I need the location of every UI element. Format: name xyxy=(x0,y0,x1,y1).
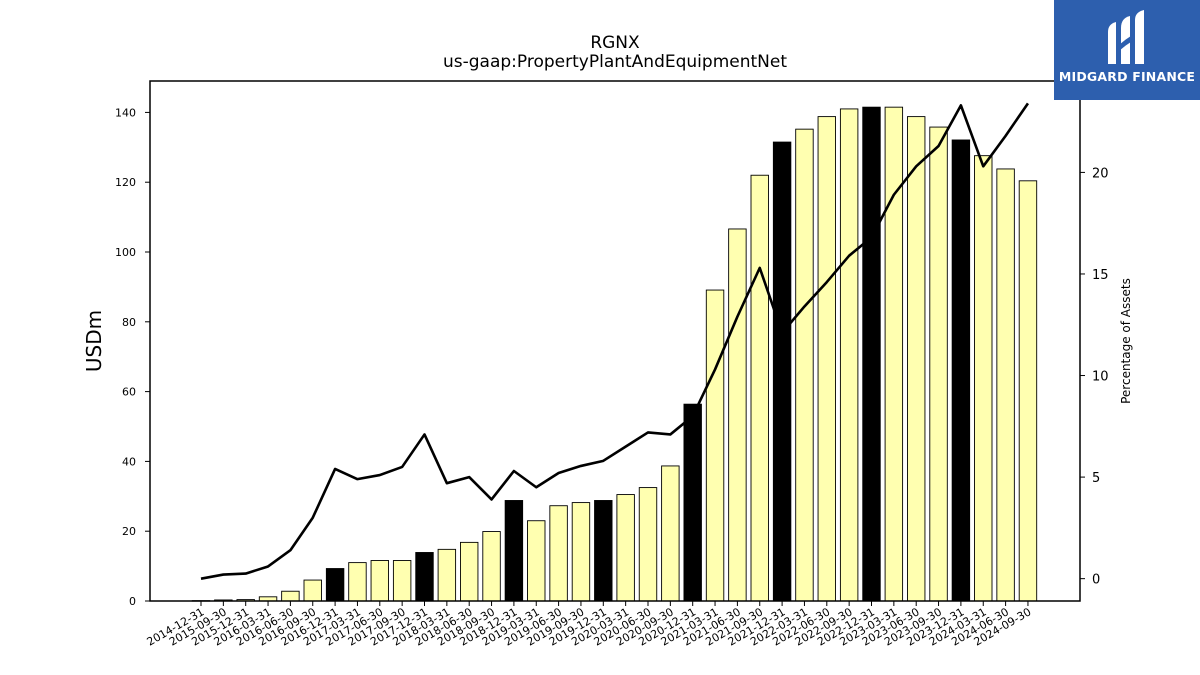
midgard-logo-icon xyxy=(1108,10,1144,64)
y-tick-label: 120 xyxy=(115,176,136,189)
bar-2024-06-30 xyxy=(996,168,1015,602)
brand-logo: MIDGARD FINANCE xyxy=(1054,0,1200,100)
bar-2020-09-30 xyxy=(661,465,680,602)
bar-2024-09-30 xyxy=(1018,180,1038,602)
y-tick-label: 20 xyxy=(122,525,136,538)
y2-axis-label: Percentage of Assets xyxy=(1119,278,1133,404)
bar-2019-12-31 xyxy=(594,500,613,602)
bar-2017-12-31 xyxy=(415,552,434,602)
bar-2021-09-30 xyxy=(750,174,769,602)
bar-2020-03-31 xyxy=(616,494,635,602)
bar-2023-09-30 xyxy=(929,126,948,602)
y2-tick-label: 10 xyxy=(1092,370,1109,385)
y2-tick-label: 5 xyxy=(1092,471,1100,486)
y2-tick-label: 0 xyxy=(1092,573,1100,588)
bar-2018-12-31 xyxy=(504,500,524,602)
brand-name: MIDGARD FINANCE xyxy=(1058,69,1196,84)
bar-2019-09-30 xyxy=(571,502,591,602)
y2-tick-label: 15 xyxy=(1092,268,1109,283)
y-tick-label: 140 xyxy=(115,106,136,119)
bar-2020-12-31 xyxy=(683,403,702,602)
bar-2022-03-31 xyxy=(795,128,814,602)
y-tick-label: 40 xyxy=(122,455,136,468)
bar-2016-12-31 xyxy=(325,568,345,602)
bar-2018-03-31 xyxy=(437,548,457,602)
y-tick-label: 0 xyxy=(129,595,136,608)
y-tick-label: 100 xyxy=(115,246,136,259)
bar-2024-03-31 xyxy=(974,155,993,602)
bar-2021-03-31 xyxy=(705,289,725,602)
chart-subtitle: us-gaap:PropertyPlantAndEquipmentNet xyxy=(443,52,787,72)
bar-2022-09-30 xyxy=(839,108,859,602)
bar-2016-06-30 xyxy=(281,590,300,602)
chart-title: RGNX xyxy=(590,33,640,53)
bar-2016-09-30 xyxy=(303,579,322,602)
bar-2018-06-30 xyxy=(460,541,479,602)
bar-2020-06-30 xyxy=(638,487,658,602)
y2-tick-label: 20 xyxy=(1092,166,1109,181)
bar-2019-03-31 xyxy=(527,520,546,602)
y-tick-label: 60 xyxy=(122,386,136,399)
bar-2023-06-30 xyxy=(907,116,926,602)
bar-2021-12-31 xyxy=(772,141,792,602)
bar-2022-12-31 xyxy=(862,106,881,602)
bar-2019-06-30 xyxy=(549,505,568,602)
bar-2022-06-30 xyxy=(817,116,836,602)
y-tick-label: 80 xyxy=(122,316,136,329)
bar-2017-06-30 xyxy=(370,560,389,602)
bar-2017-03-31 xyxy=(348,562,367,602)
bar-2017-09-30 xyxy=(392,560,412,602)
y-axis-label: USDm xyxy=(82,310,106,372)
bar-2018-09-30 xyxy=(482,531,501,602)
plot-frame xyxy=(149,80,1081,602)
bar-2021-06-30 xyxy=(728,228,747,602)
bar-2023-12-31 xyxy=(951,139,971,602)
percentage-of-assets-line xyxy=(200,102,1030,580)
bar-2023-03-31 xyxy=(884,106,904,602)
